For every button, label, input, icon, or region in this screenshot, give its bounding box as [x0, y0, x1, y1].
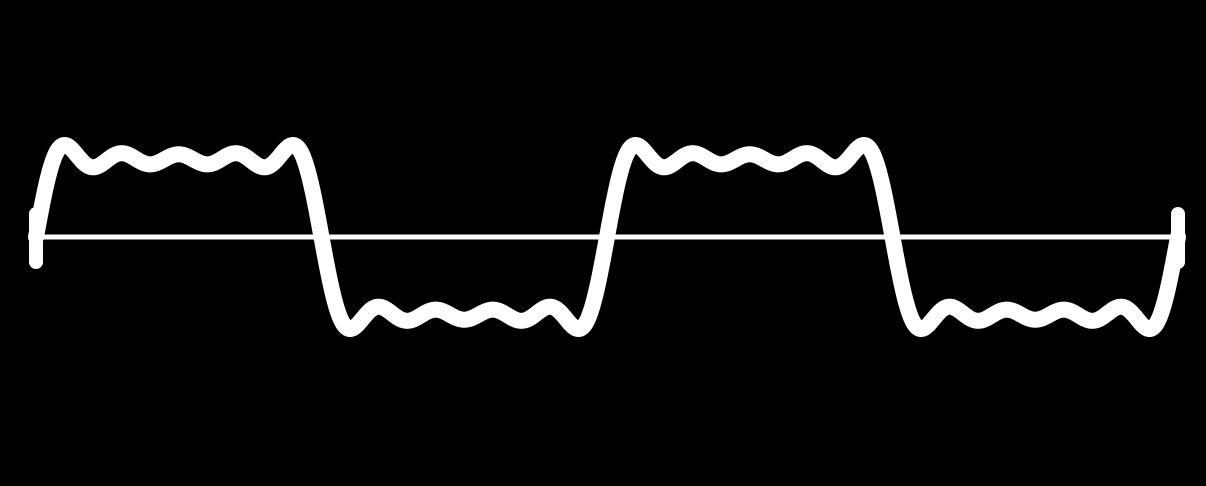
fourier-square-wave-curve [28, 137, 1186, 337]
